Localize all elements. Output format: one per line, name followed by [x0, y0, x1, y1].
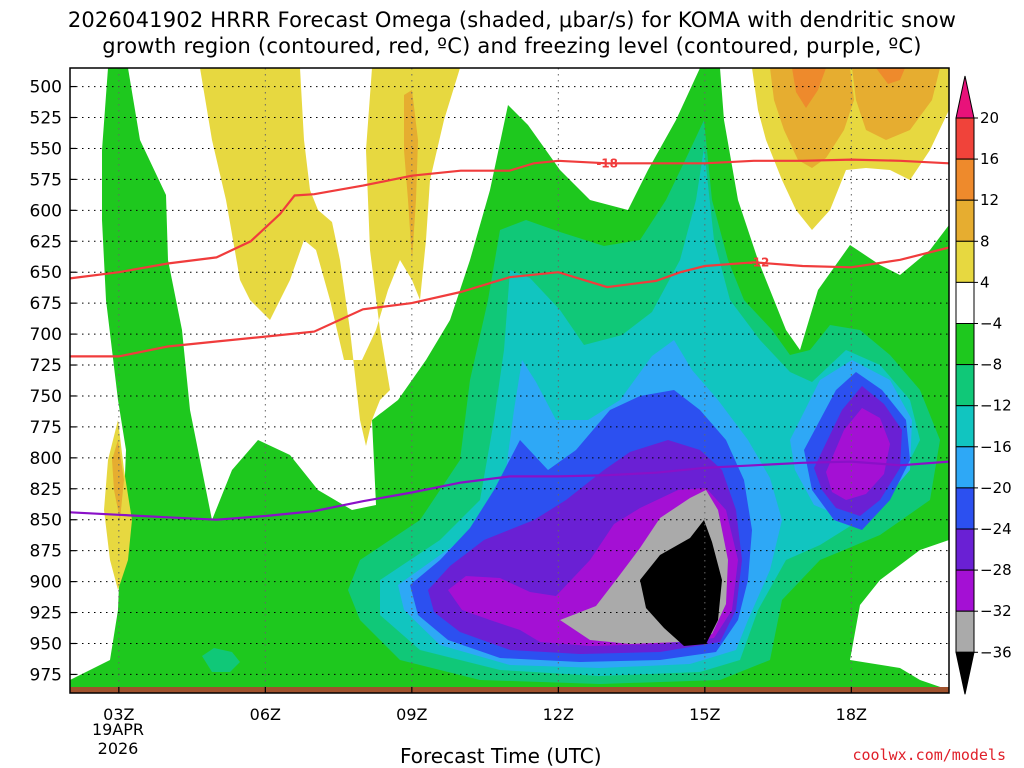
y-tick-label: 500	[30, 78, 62, 98]
x-axis-label: Forecast Time (UTC)	[400, 744, 602, 768]
plot-frame	[69, 67, 950, 694]
y-tick-label: 625	[30, 232, 62, 252]
y-tick-label: 675	[30, 294, 62, 314]
y-tick-label: 975	[30, 665, 62, 685]
y-tick-label: 650	[30, 263, 62, 283]
omega-region-p8-b	[200, 68, 460, 446]
colorbar-label: −36	[980, 643, 1012, 661]
y-tick-label: 775	[30, 418, 62, 438]
colorbar-label: 20	[980, 109, 999, 127]
y-tick-label: 700	[30, 325, 62, 345]
x-tick-label: 09Z	[396, 705, 427, 724]
colorbar-swatch	[955, 281, 975, 324]
x-tick-label: 12Z	[543, 705, 574, 724]
contour-lines: -18 -12	[69, 156, 950, 521]
omega-region-lt36	[640, 520, 722, 646]
x-tick-label: 18Z	[836, 705, 867, 724]
colorbar-swatch	[955, 240, 975, 283]
y-tick-label: 600	[30, 201, 62, 221]
chart-title-line-2: growth region (contoured, red, ºC) and f…	[102, 34, 922, 58]
y-axis: 500 525 550 575 600 625 650 675 700 725 750 775 800 8…	[30, 78, 76, 685]
colorbar-swatch	[955, 117, 975, 160]
y-tick-label: 850	[30, 511, 62, 531]
date-label-year: 2026	[97, 739, 139, 758]
y-tick-label: 925	[30, 604, 62, 624]
colorbar-swatch	[955, 405, 975, 448]
y-tick-label: 525	[30, 109, 62, 129]
colorbar-swatch	[955, 569, 975, 612]
y-tick-label: 550	[30, 139, 62, 159]
y-tick-label: 575	[30, 170, 62, 190]
colorbar-swatch	[955, 158, 975, 201]
colorbar-label: −16	[980, 438, 1012, 456]
colorbar-swatch	[955, 199, 975, 242]
colorbar-label: 8	[980, 232, 990, 250]
colorbar-label: −8	[980, 356, 1002, 374]
colorbar-swatch	[955, 323, 975, 366]
y-tick-label: 800	[30, 449, 62, 469]
colorbar-bottom-arrow	[955, 651, 975, 695]
y-tick-label: 950	[30, 634, 62, 654]
omega-region-p12-a	[112, 440, 124, 520]
ground-strip	[70, 687, 949, 693]
colorbar: 20 16 12 8 4 −4 −8 −12 −16 −20 −24 −28 −32 −36	[955, 75, 1012, 695]
x-tick-label: 15Z	[689, 705, 720, 724]
date-label-day: 19APR	[91, 720, 145, 739]
grid	[70, 68, 949, 693]
colorbar-label: −28	[980, 561, 1012, 579]
omega-shading	[70, 68, 949, 693]
contour-line-2	[69, 460, 950, 521]
credit-text[interactable]: coolwx.com/models	[852, 746, 1006, 764]
colorbar-label: −32	[980, 602, 1012, 620]
colorbar-label: −4	[980, 315, 1002, 333]
contour-label-0: -18	[596, 156, 618, 170]
colorbar-label: −20	[980, 479, 1012, 497]
y-tick-label: 875	[30, 542, 62, 562]
colorbar-swatch	[955, 364, 975, 407]
colorbar-label: 16	[980, 150, 999, 168]
colorbar-label: −24	[980, 520, 1012, 538]
chart-title-line-1: 2026041902 HRRR Forecast Omega (shaded, …	[67, 8, 957, 32]
colorbar-swatch	[955, 446, 975, 489]
colorbar-top-arrow	[955, 75, 975, 119]
x-axis: 03Z 06Z 09Z 12Z 15Z 18Z	[103, 687, 867, 724]
y-tick-label: 750	[30, 387, 62, 407]
colorbar-swatch	[955, 487, 975, 530]
omega-region-p16	[792, 68, 905, 108]
contour-label-1: -12	[748, 256, 770, 270]
contour-line-1	[70, 246, 950, 358]
contour-line-0	[69, 158, 950, 280]
colorbar-swatch	[955, 610, 975, 653]
x-tick-label: 03Z	[103, 705, 134, 724]
colorbar-label: 12	[980, 191, 999, 209]
omega-region-n8-small	[202, 648, 240, 672]
x-tick-label: 06Z	[250, 705, 281, 724]
y-tick-label: 825	[30, 480, 62, 500]
colorbar-swatch	[955, 528, 975, 571]
colorbar-label: 4	[980, 273, 990, 291]
y-tick-label: 725	[30, 356, 62, 376]
colorbar-label: −12	[980, 397, 1012, 415]
y-tick-label: 900	[30, 573, 62, 593]
